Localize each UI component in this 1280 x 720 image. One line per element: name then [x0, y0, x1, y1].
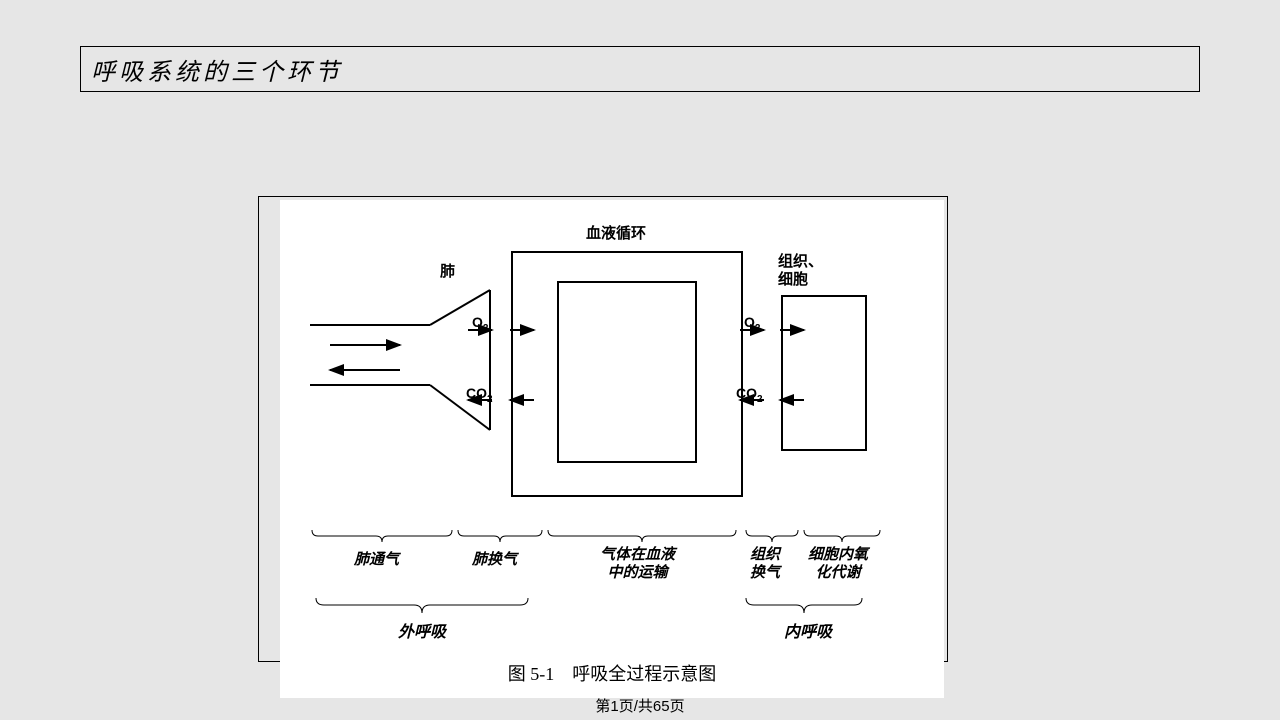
- label-internal-respiration: 内呼吸: [784, 618, 832, 642]
- label-o2-right: O2: [744, 314, 760, 334]
- label-tissue-exchange: 组织 换气: [750, 546, 780, 582]
- label-co2-right: CO2: [736, 385, 763, 405]
- label-co2-left: CO2: [466, 385, 493, 405]
- page-indicator: 第1页/共65页: [0, 695, 1280, 716]
- label-blood-circulation: 血液循环: [586, 222, 646, 243]
- label-pulmonary-ventilation: 肺通气: [354, 548, 399, 569]
- figure-caption: 图 5-1 呼吸全过程示意图: [280, 660, 944, 686]
- respiration-diagram: 血液循环 肺 组织、 细胞 O2 O2 CO2 CO2 肺通气 肺换气 气体在血…: [280, 200, 944, 698]
- diagram-svg: [280, 200, 944, 698]
- label-lung: 肺: [440, 260, 455, 281]
- label-tissue-cell: 组织、 细胞: [778, 253, 823, 289]
- label-cell-oxidation: 细胞内氧 化代谢: [808, 546, 868, 582]
- label-o2-left: O2: [472, 314, 488, 334]
- page-title: 呼吸系统的三个环节: [91, 52, 343, 87]
- label-pulmonary-exchange: 肺换气: [472, 548, 517, 569]
- label-external-respiration: 外呼吸: [398, 618, 446, 642]
- title-box: 呼吸系统的三个环节: [80, 46, 1200, 92]
- label-gas-transport: 气体在血液 中的运输: [600, 546, 675, 582]
